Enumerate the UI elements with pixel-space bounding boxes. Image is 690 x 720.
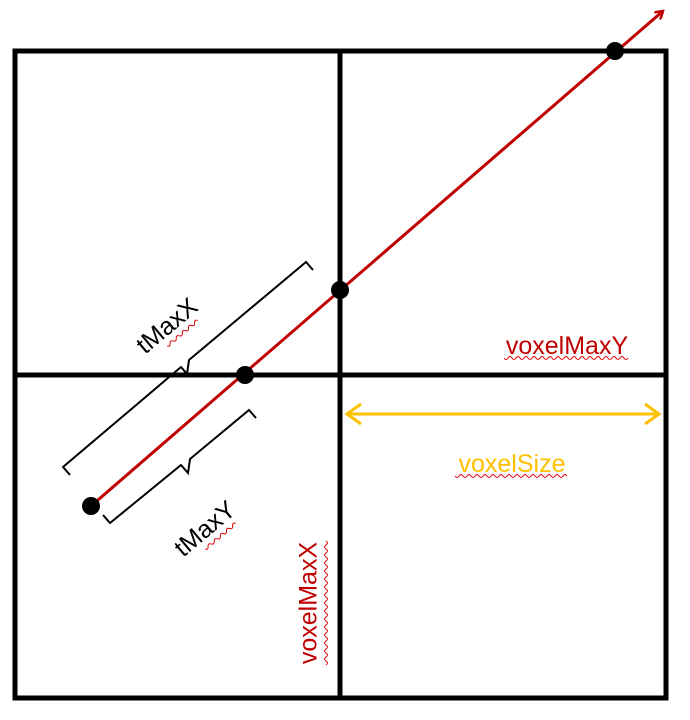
t-max-x-spellcheck-underline: [166, 319, 198, 347]
ray-line: [90, 11, 663, 508]
t-max-x-brace: [61, 260, 314, 476]
horizontal-crossing-point: [236, 366, 254, 384]
voxel-size-arrow: [344, 402, 662, 426]
voxel-max-x-spellcheck-underline: [324, 540, 328, 666]
voxel-max-y-spellcheck-underline: [503, 356, 629, 360]
ray-exit-point: [606, 42, 624, 60]
voxel-grid: [12, 48, 669, 701]
t-max-y-brace: [102, 408, 257, 525]
vertical-crossing-point: [331, 281, 349, 299]
voxel-size-label: voxelSize: [459, 450, 566, 478]
voxel-max-x-label: voxelMaxX: [295, 542, 323, 665]
t-max-y-spellcheck-underline: [204, 522, 236, 550]
voxel-size-spellcheck-underline: [454, 474, 568, 478]
ray-origin-point: [82, 497, 100, 515]
voxel-max-y-label: voxelMaxY: [506, 332, 629, 360]
